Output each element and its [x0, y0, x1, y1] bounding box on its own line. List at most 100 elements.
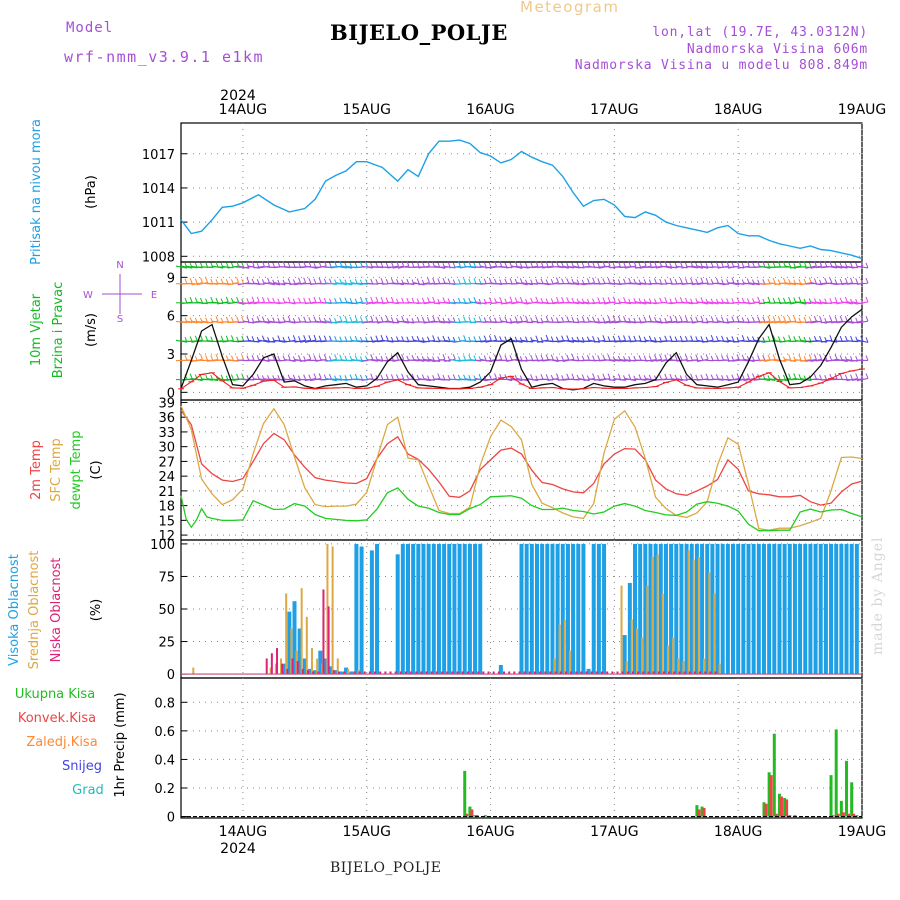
wind-barb [315, 320, 327, 324]
wind-barb-flag [401, 297, 405, 304]
cloud-bar-0 [519, 543, 524, 675]
wind-barb-flag [411, 297, 415, 304]
cloud-axis-label-high: Visoka Oblacnost [7, 554, 22, 666]
wind-barb-flag [370, 278, 374, 285]
cloud-bar-2 [528, 671, 531, 675]
wind-barb-flag [334, 336, 338, 342]
wind-barb [593, 265, 605, 269]
wind-barb [511, 320, 523, 324]
y-tick-label: 9 [167, 271, 175, 286]
y-tick-label: 1008 [142, 250, 175, 265]
cloud-bar-0 [478, 543, 483, 675]
wind-barb-flag [427, 277, 430, 283]
cloud-bar-1 [331, 546, 334, 675]
wind-barb [330, 378, 342, 381]
cloud-bar-0 [447, 543, 452, 675]
cloud-bar-1 [347, 668, 350, 675]
wind-barb-flag [550, 354, 554, 360]
wind-barb-flag [850, 335, 853, 342]
wind-barb-flag [860, 315, 864, 322]
wind-barb-flag [277, 261, 281, 267]
wind-barb-flag [308, 261, 312, 267]
cloud-bar-0 [421, 543, 426, 675]
wind-barb [769, 320, 781, 324]
wind-barb-flag [700, 336, 704, 342]
precip-bar-0 [850, 782, 854, 817]
cloud-bar-1 [290, 628, 293, 675]
wind-barb [351, 282, 363, 286]
precip-bar-0 [783, 798, 787, 817]
top-date-label: 16AUG [466, 102, 515, 118]
cloud-bar-0 [416, 543, 421, 675]
cloud-bar-2 [306, 670, 309, 675]
wind-barb-flag [452, 354, 456, 360]
wind-barb-flag [736, 297, 740, 303]
wind-barb [511, 358, 523, 362]
wind-barb [392, 265, 404, 269]
wind-barb-flag [318, 297, 322, 303]
wind-barb [340, 265, 353, 269]
wind-barb-flag [586, 354, 590, 361]
precip-bar-1 [836, 813, 840, 817]
cloud-bar-0 [653, 543, 658, 675]
cloud-bar-0 [292, 601, 297, 675]
wind-barb-flag [767, 296, 771, 303]
cloud-bar-2 [317, 671, 320, 675]
precip-bar-1 [764, 803, 768, 817]
cloud-bar-0 [808, 543, 813, 675]
wind-axis-label: 10m Vjetar [29, 293, 44, 366]
cloud-bar-0 [844, 543, 849, 675]
wind-barb-flag [607, 260, 611, 267]
wind-barb-flag [834, 297, 838, 303]
wind-barb-flag [690, 260, 694, 267]
wind-barb [856, 377, 869, 382]
wind-barb-flag [607, 336, 611, 342]
cloud-bar-2 [601, 671, 604, 675]
cloud-bar-0 [705, 543, 710, 675]
cloud-bar-2 [606, 671, 609, 675]
y-tick-label: 100 [150, 538, 175, 553]
cloud-bar-1 [563, 619, 566, 675]
wind-barb [825, 265, 838, 269]
wind-barb [836, 265, 848, 269]
wind-barb-flag [406, 260, 410, 267]
cloud-bar-2 [363, 671, 366, 675]
wind-barb-flag [380, 278, 384, 284]
wind-barb-flag [628, 277, 632, 284]
wind-barb-flag [287, 354, 291, 361]
wind-barb-flag [581, 316, 585, 322]
wind-barb-flag [365, 316, 369, 322]
wind-barb-flag [339, 297, 343, 303]
cloud-bar-2 [368, 671, 371, 675]
wind-barb-flag [839, 335, 843, 342]
cloud-bar-2 [544, 671, 547, 675]
wind-barb-flag [380, 297, 384, 303]
cloud-bar-1 [553, 658, 556, 675]
wind-barb-flag [349, 316, 353, 323]
wind-barb-flag [752, 373, 755, 379]
cloud-bar-1 [625, 661, 628, 675]
cloud-bar-0 [467, 543, 472, 675]
wind-barb-flag [654, 261, 657, 267]
cloud-bar-0 [829, 543, 834, 675]
wind-barb [629, 282, 642, 286]
wind-barb-flag [468, 354, 472, 360]
wind-barb [629, 301, 642, 304]
precip-bar-0 [700, 806, 704, 817]
wind-barb-flag [638, 374, 642, 380]
wind-barb-flag [200, 277, 203, 283]
wind-barb-flag [287, 315, 291, 322]
wind-barb-flag [375, 296, 379, 302]
cloud-bar-0 [720, 543, 725, 675]
wind-barb [568, 340, 580, 343]
wind-barb-flag [617, 261, 621, 267]
cloud-bar-1 [568, 650, 571, 675]
wind-barb-flag [643, 316, 647, 323]
panel-frame [180, 677, 863, 819]
wind-barb-flag [189, 336, 193, 342]
cloud-bar-2 [270, 653, 273, 675]
cloud-bar-2 [575, 671, 578, 675]
wind-barb-flag [746, 260, 750, 267]
wind-barb-flag [313, 355, 317, 361]
wind-barb-flag [654, 354, 657, 360]
